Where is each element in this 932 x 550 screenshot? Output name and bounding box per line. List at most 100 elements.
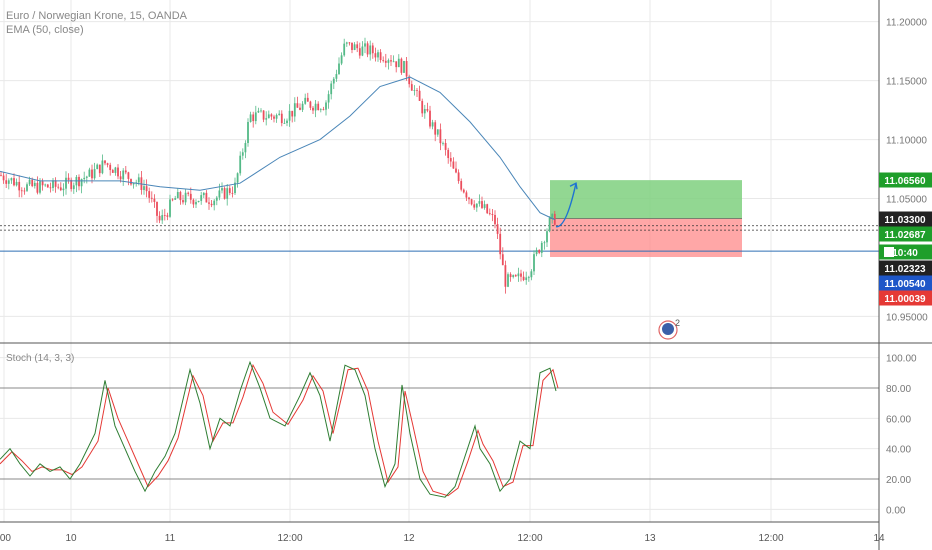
candle-body bbox=[520, 273, 522, 276]
candle-body bbox=[11, 178, 13, 180]
candle-body bbox=[450, 158, 452, 161]
candle-body bbox=[265, 118, 267, 119]
candle-body bbox=[258, 111, 260, 113]
candle-body bbox=[221, 188, 223, 190]
candle-body bbox=[250, 114, 252, 122]
candle-body bbox=[359, 48, 361, 55]
candle-body bbox=[481, 201, 483, 208]
candle-body bbox=[94, 169, 96, 178]
price-level-value: 11.02323 bbox=[884, 264, 926, 275]
candle-body bbox=[486, 204, 488, 213]
candle-body bbox=[117, 168, 119, 177]
candle-body bbox=[382, 60, 384, 61]
candle-body bbox=[203, 193, 205, 195]
candle-body bbox=[528, 277, 530, 278]
candle-body bbox=[385, 61, 387, 63]
candle-body bbox=[549, 218, 551, 231]
candle-body bbox=[224, 188, 226, 199]
candle-body bbox=[289, 111, 291, 121]
candle-body bbox=[172, 199, 174, 200]
stoch-tick-label: 0.00 bbox=[886, 505, 906, 516]
price-level-value: 11.00039 bbox=[884, 294, 926, 305]
price-tick-label: 11.10000 bbox=[886, 136, 927, 147]
candle-body bbox=[109, 165, 111, 170]
candle-body bbox=[187, 193, 189, 194]
candle-body bbox=[297, 103, 299, 107]
candle-body bbox=[505, 265, 507, 287]
candle-body bbox=[372, 45, 374, 53]
candle-body bbox=[460, 181, 462, 190]
candle-body bbox=[34, 183, 36, 186]
candle-body bbox=[229, 188, 231, 193]
candle-body bbox=[73, 185, 75, 189]
candle-body bbox=[440, 129, 442, 143]
candle-body bbox=[213, 201, 215, 205]
candle-body bbox=[271, 114, 273, 116]
candle-body bbox=[434, 122, 436, 134]
candle-body bbox=[330, 84, 332, 95]
price-level-value: 11.02687 bbox=[884, 230, 926, 241]
candle-body bbox=[403, 61, 405, 73]
candle-body bbox=[447, 150, 449, 158]
candle-body bbox=[411, 84, 413, 91]
trade-setup[interactable] bbox=[550, 180, 742, 257]
badge-count: 2 bbox=[675, 318, 680, 328]
candle-body bbox=[515, 275, 517, 276]
candle-body bbox=[143, 186, 145, 190]
candle-body bbox=[47, 185, 49, 188]
candle-body bbox=[239, 156, 241, 174]
profit-zone[interactable] bbox=[550, 180, 742, 218]
candle-body bbox=[390, 60, 392, 61]
candle-body bbox=[146, 186, 148, 191]
candle-body bbox=[91, 170, 93, 179]
candle-body bbox=[489, 213, 491, 214]
candle-body bbox=[349, 42, 351, 43]
candle-body bbox=[83, 178, 85, 179]
candle-body bbox=[68, 178, 70, 180]
candle-body bbox=[180, 192, 182, 200]
candle-body bbox=[455, 169, 457, 173]
candle-body bbox=[104, 161, 106, 164]
candle-body bbox=[538, 250, 540, 253]
candle-body bbox=[518, 273, 520, 276]
candle-body bbox=[169, 199, 171, 216]
candle-body bbox=[65, 178, 67, 189]
candle-body bbox=[380, 52, 382, 60]
candle-body bbox=[159, 216, 161, 221]
candle-body bbox=[3, 176, 5, 181]
candle-body bbox=[182, 200, 184, 202]
candle-body bbox=[484, 204, 486, 208]
candle-body bbox=[237, 173, 239, 182]
candle-body bbox=[154, 199, 156, 202]
candle-body bbox=[151, 198, 153, 199]
candle-body bbox=[78, 177, 80, 186]
candle-body bbox=[369, 45, 371, 54]
candle-body bbox=[502, 254, 504, 265]
candle-body bbox=[284, 123, 286, 124]
candle-body bbox=[343, 44, 345, 56]
candle-body bbox=[525, 277, 527, 280]
candle-body bbox=[317, 104, 319, 110]
candle-body bbox=[252, 114, 254, 121]
price-level-value: 10:40 bbox=[892, 248, 918, 259]
candle-body bbox=[167, 215, 169, 216]
candle-body bbox=[544, 242, 546, 243]
candle-body bbox=[375, 53, 377, 57]
candle-body bbox=[200, 195, 202, 201]
candle-body bbox=[419, 91, 421, 101]
candle-body bbox=[164, 215, 166, 216]
price-tick-label: 11.20000 bbox=[886, 18, 927, 29]
candle-body bbox=[310, 102, 312, 108]
candle-body bbox=[31, 180, 33, 186]
candle-body bbox=[307, 98, 309, 102]
candle-body bbox=[338, 64, 340, 75]
candle-body bbox=[37, 183, 39, 193]
candle-body bbox=[320, 109, 322, 110]
candle-body bbox=[21, 190, 23, 191]
candle-body bbox=[185, 193, 187, 203]
candle-body bbox=[125, 171, 127, 173]
candle-body bbox=[81, 179, 83, 186]
candle-body bbox=[18, 182, 20, 190]
candle-body bbox=[174, 198, 176, 200]
